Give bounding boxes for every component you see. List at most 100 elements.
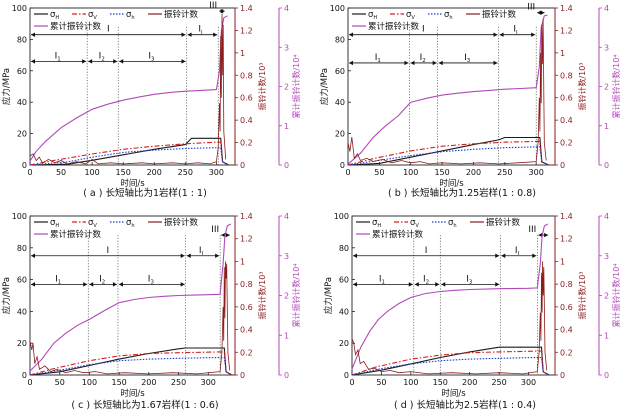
legend-label-sigma_H-sub: H (373, 15, 377, 21)
stage-arrow-right (213, 32, 218, 37)
y-ring-tick-label: 0.4 (560, 116, 573, 125)
stage-label-I1-main: I (55, 51, 58, 61)
y-left-tick-label: 60 (17, 276, 27, 285)
y-ring-tick-label: 1 (240, 257, 245, 266)
series-cum (351, 223, 549, 370)
stage-label-I3: I3 (466, 274, 472, 285)
x-axis-label: 时间/s (441, 388, 466, 399)
y-left-tick-label: 60 (335, 67, 345, 76)
y-ring-axis-label: 振铃计数/10³ (577, 271, 587, 319)
stage-label-III: III (209, 1, 217, 11)
stage-label-I1: I1 (55, 51, 61, 62)
y-left-tick-label: 40 (17, 307, 27, 316)
legend-label-sigma_h-main: σ (444, 10, 450, 20)
y-cum-tick-label: 0 (604, 371, 609, 380)
y-left-axis-label: 应力/MPa (1, 277, 12, 314)
stage-label-II-sub: I (202, 251, 204, 257)
y-left-tick-label: 40 (17, 98, 27, 107)
y-left-tick-label: 0 (22, 371, 27, 380)
stage-label-I3-main: I (466, 274, 469, 284)
stage-arrow-left (438, 60, 443, 66)
stage-label-I3-main: I (148, 274, 151, 284)
series-sigma_V (347, 140, 549, 166)
x-tick-label: 50 (56, 168, 66, 177)
stage-arrow-right (113, 59, 118, 64)
stage-arrow-right (83, 282, 88, 287)
stage-label-II: II (515, 246, 520, 257)
legend-label-sigma_V: σV (406, 10, 415, 21)
stage-label-I2-sub: 2 (101, 57, 104, 63)
legend-label-cum: 累计振铃计数 (50, 229, 102, 240)
y-cum-axis-label: 累计振铃计数/10⁴ (611, 54, 621, 118)
y-left-tick-label: 60 (17, 67, 27, 76)
x-tick-label: 200 (147, 168, 162, 177)
y-left-tick-label: 60 (339, 276, 349, 285)
series-ring (351, 261, 548, 375)
stage-label-I2-main: I (420, 53, 423, 63)
stage-arrow-right (493, 32, 498, 37)
stage-label-I: I (422, 25, 425, 35)
legend-label-sigma_V-sub: V (93, 15, 97, 21)
legend-label-ring: 振铃计数 (164, 9, 199, 20)
legend-label-sigma_H-main: σ (50, 218, 56, 228)
y-ring-tick-label: 1 (560, 49, 565, 58)
stage-label-III: III (527, 3, 535, 13)
stage-arrow-left (410, 60, 415, 66)
y-ring-tick-label: 1.4 (240, 212, 253, 221)
stage-label-III: III (528, 225, 536, 235)
stage-label-II: II (513, 25, 518, 36)
stage-arrow-left (441, 282, 446, 287)
x-tick-label: 300 (529, 168, 544, 177)
series-sigma_H (347, 136, 549, 166)
series-sigma_V (351, 350, 550, 376)
stage-arrow-left (414, 282, 419, 287)
x-tick-label: 150 (433, 378, 448, 387)
stage-label-I3-sub: 3 (467, 58, 470, 64)
stage-label-I2-sub: 2 (102, 280, 105, 286)
y-ring-tick-label: 1.2 (240, 26, 253, 35)
legend-label-sigma_H: σH (50, 10, 59, 21)
stage-label-II-main: I (515, 246, 518, 256)
y-cum-tick-label: 4 (284, 212, 289, 221)
stage-label-II-main: I (198, 25, 201, 35)
legend-label-ring: 振铃计数 (486, 217, 521, 228)
stage-label-I2-sub: 2 (426, 280, 429, 286)
y-left-tick-label: 20 (335, 130, 345, 139)
y-cum-tick-label: 2 (284, 292, 289, 301)
stage-label-I1-sub: 1 (377, 58, 380, 64)
y-ring-tick-label: 0.6 (560, 303, 573, 312)
stage-label-I2-main: I (99, 274, 102, 284)
stage-arrow-left (501, 253, 506, 258)
series-sigma_V (29, 351, 233, 376)
y-cum-axis-label: 累计振铃计数/10⁴ (611, 263, 621, 327)
y-cum-tick-label: 4 (604, 4, 609, 13)
x-tick-label: 50 (55, 378, 65, 387)
legend-label-sigma_h: σh (126, 10, 135, 21)
legend-label-ring: 振铃计数 (164, 217, 199, 228)
y-ring-axis-label: 振铃计数/10³ (577, 62, 587, 110)
legend-label-sigma_h-sub: h (131, 15, 134, 21)
stage-arrow-right (181, 32, 186, 37)
y-ring-tick-label: 0 (560, 371, 565, 380)
x-tick-label: 250 (497, 168, 512, 177)
series-cum (29, 223, 232, 372)
y-cum-tick-label: 0 (284, 161, 289, 170)
y-ring-tick-label: 1.4 (240, 4, 253, 13)
y-left-tick-label: 100 (334, 212, 349, 221)
y-ring-tick-label: 1 (240, 49, 245, 58)
y-left-tick-label: 20 (17, 130, 27, 139)
x-tick-label: 0 (27, 168, 32, 177)
y-left-tick-label: 100 (12, 4, 27, 13)
y-ring-tick-label: 0.2 (240, 348, 253, 357)
legend-label-sigma_h-main: σ (448, 218, 454, 228)
legend-label-sigma_H: σH (50, 218, 59, 229)
y-left-axis-label: 应力/MPa (1, 68, 12, 105)
x-tick-label: 100 (82, 378, 97, 387)
series-cum (347, 14, 548, 165)
stage-arrow-right (220, 8, 225, 14)
legend-label-sigma_H-sub: H (55, 15, 59, 21)
stage-label-I2: I2 (420, 53, 426, 64)
